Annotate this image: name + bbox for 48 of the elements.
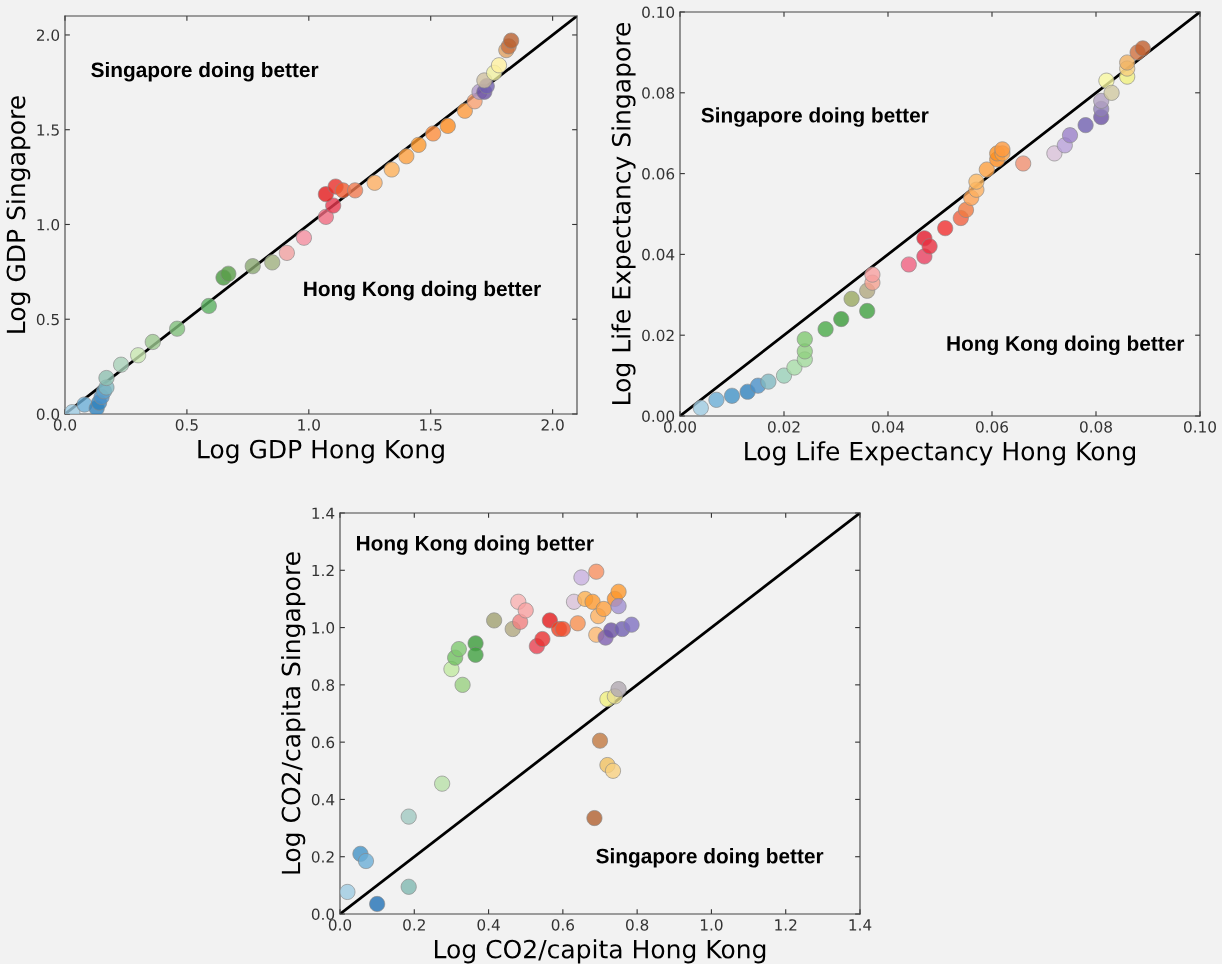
y-tick-label: 2.0 xyxy=(36,29,60,41)
x-tick-label: 1.5 xyxy=(420,419,442,431)
y-tick-label: 0.5 xyxy=(36,313,59,326)
x-tick-label: 0.0 xyxy=(53,419,77,431)
y-tick-label: 1.5 xyxy=(37,124,59,136)
y-tick-label: 1.4 xyxy=(312,507,335,519)
annotation: Hong Kong doing better xyxy=(356,535,594,555)
x-tick-label: 0.5 xyxy=(175,419,198,431)
y-tick-label: 0.06 xyxy=(642,168,675,180)
y-tick-label: 0.4 xyxy=(311,793,335,806)
annotation: Singapore doing better xyxy=(91,61,319,82)
x-axis-title: Log GDP Hong Kong xyxy=(198,439,444,464)
y-tick-label: 0.08 xyxy=(642,87,675,99)
annotation: Hong Kong doing better xyxy=(947,335,1185,356)
x-tick-label: 2.0 xyxy=(541,419,564,431)
annotation: Hong Kong doing better xyxy=(304,280,541,301)
x-tick-label: 0.00 xyxy=(664,421,696,433)
x-tick-label: 1.0 xyxy=(700,919,723,931)
y-axis-title: Log CO2/capita Singapore xyxy=(281,552,306,874)
y-tick-label: 0.00 xyxy=(642,410,675,423)
y-tick-label: 0.10 xyxy=(642,6,675,19)
x-tick-label: 0.08 xyxy=(1080,421,1112,433)
x-tick-label: 1.2 xyxy=(775,919,797,931)
x-tick-label: 0.2 xyxy=(403,919,425,931)
y-tick-label: 1.2 xyxy=(312,564,334,577)
x-tick-label: 1.0 xyxy=(298,419,320,431)
y-axis-title: Log GDP Singapore xyxy=(6,96,31,333)
x-tick-label: 0.04 xyxy=(872,421,905,433)
x-tick-label: 0.02 xyxy=(768,421,800,433)
y-tick-label: 0.02 xyxy=(642,329,674,342)
y-tick-label: 1.0 xyxy=(312,622,335,634)
y-tick-label: 0.04 xyxy=(642,248,675,261)
annotation: Singapore doing better xyxy=(596,848,824,868)
x-tick-label: 0.06 xyxy=(976,421,1009,433)
x-axis-title: Log CO2/capita Hong Kong xyxy=(434,939,766,964)
y-tick-label: 0.2 xyxy=(311,851,334,863)
x-tick-label: 1.4 xyxy=(849,919,872,931)
x-tick-label: 0.10 xyxy=(1184,421,1216,433)
y-tick-label: 0.6 xyxy=(311,736,335,749)
x-axis-title: Log Life Expectancy Hong Kong xyxy=(745,441,1135,466)
annotation: Singapore doing better xyxy=(701,107,929,127)
y-tick-label: 1.0 xyxy=(37,218,60,231)
x-tick-label: 0.8 xyxy=(626,919,649,931)
y-tick-label: 0.8 xyxy=(311,679,335,691)
y-axis-title: Log Life Expectancy Singapore xyxy=(611,22,636,404)
x-tick-label: 0.6 xyxy=(551,919,575,931)
x-tick-label: 0.0 xyxy=(328,919,352,931)
x-tick-label: 0.4 xyxy=(477,919,500,931)
